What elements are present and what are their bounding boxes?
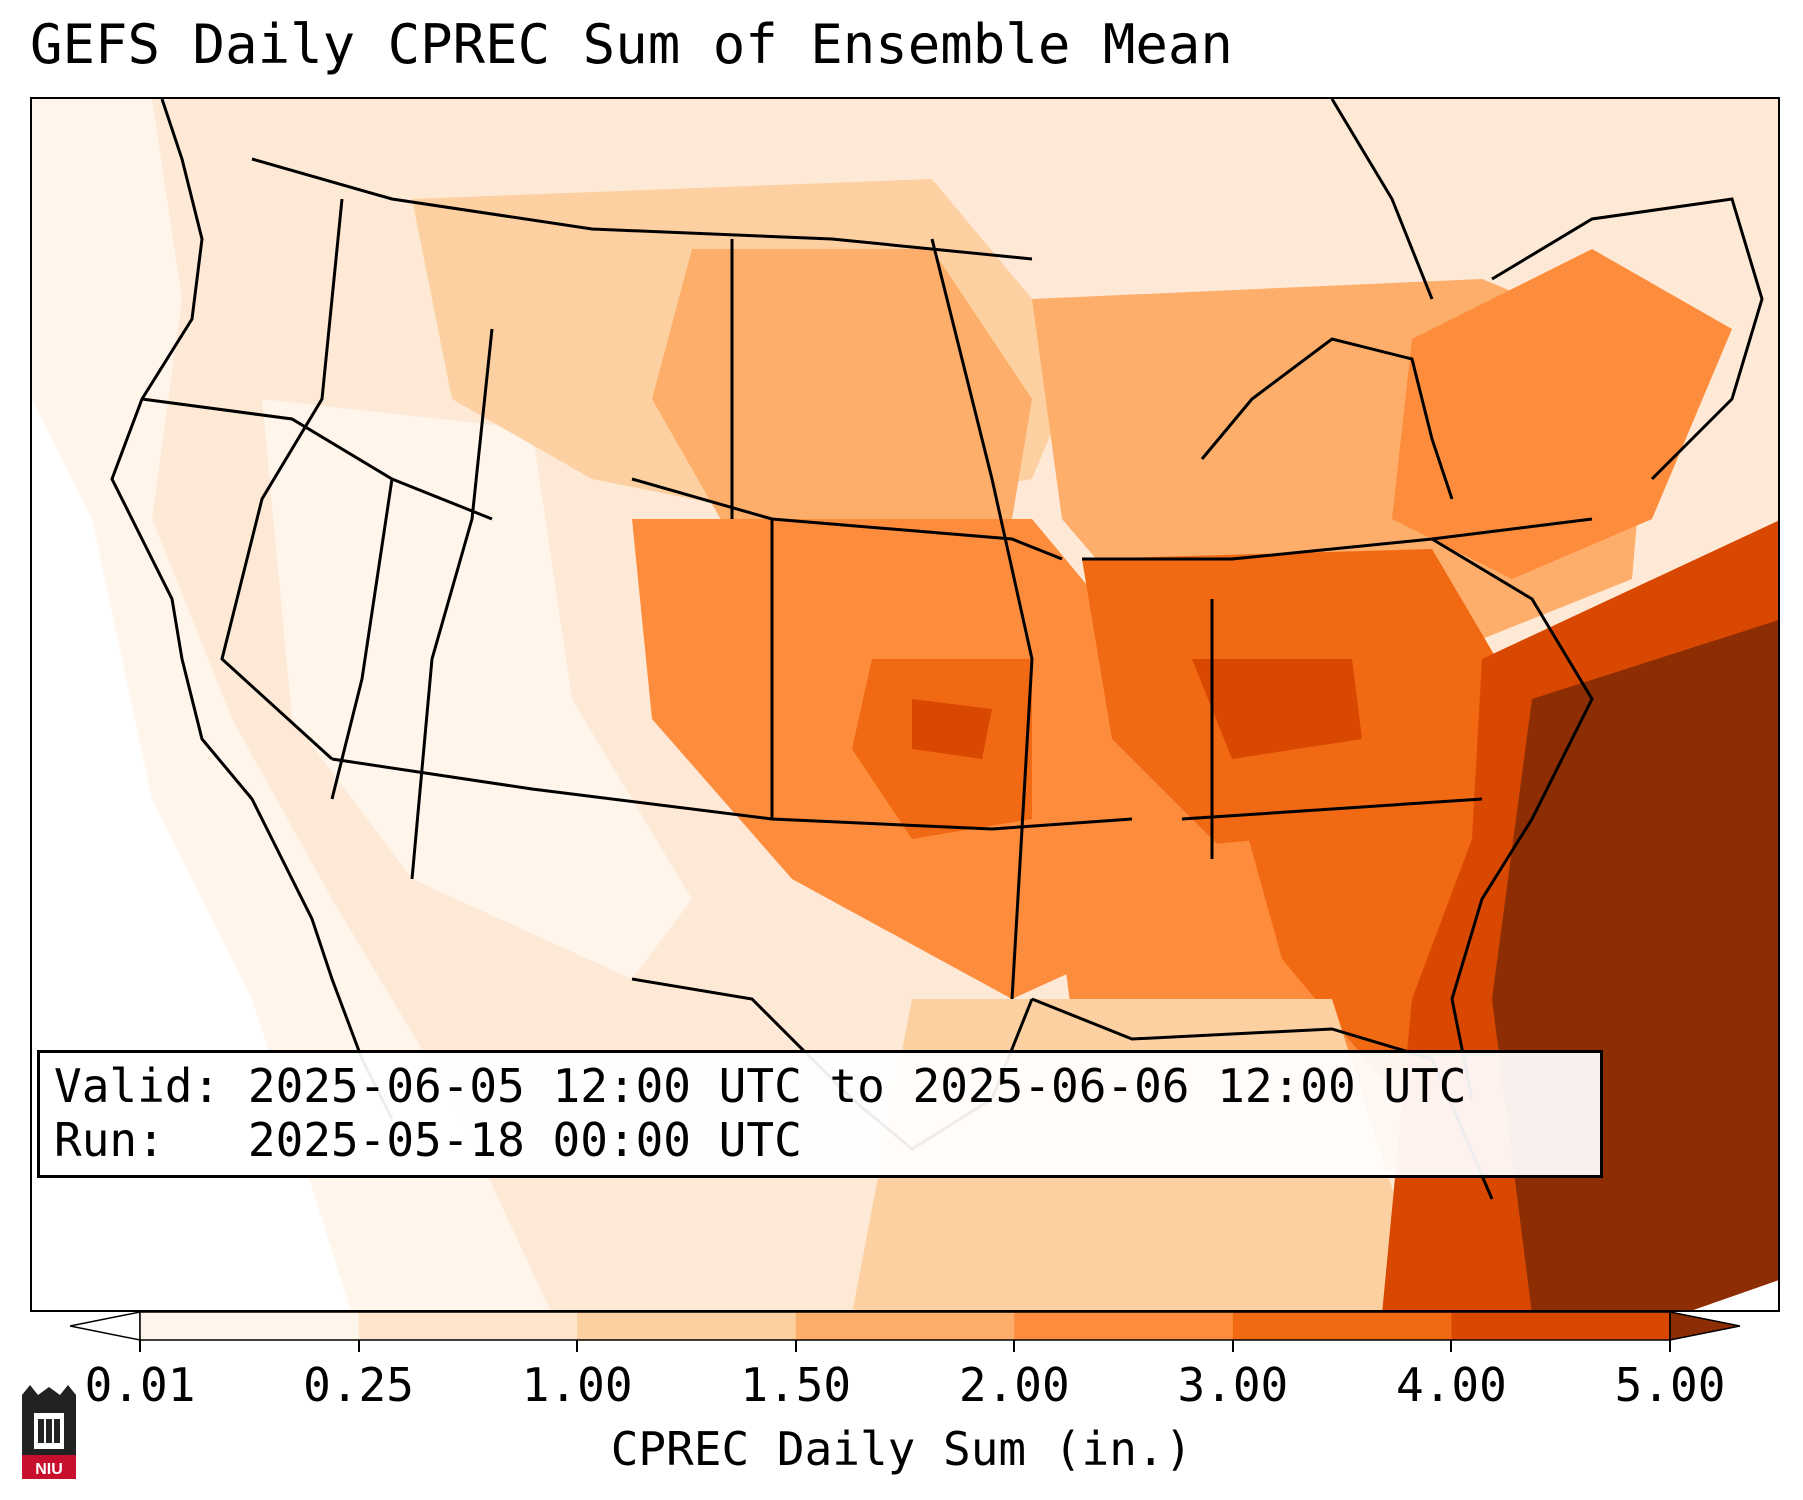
colorbar-over-extension xyxy=(1669,1311,1740,1341)
colorbar-tick-label: 0.25 xyxy=(303,1358,414,1412)
chart-title: GEFS Daily CPREC Sum of Ensemble Mean xyxy=(30,13,1233,76)
great-basin-region xyxy=(262,399,692,979)
quebec-border xyxy=(1330,99,1434,300)
run-label: Run: xyxy=(54,1113,165,1167)
niu-logo: NIU xyxy=(22,1385,76,1479)
nevada-border xyxy=(220,198,344,761)
colorbar-tick-mark xyxy=(1669,1340,1671,1352)
state-borders xyxy=(110,99,1764,1200)
colorbar-tick-label: 1.00 xyxy=(521,1358,633,1412)
oregon-california-border xyxy=(141,397,493,521)
new-england-coast xyxy=(1491,197,1764,481)
colorbar-tick-mark xyxy=(1450,1340,1453,1352)
minnesota-missouri-border xyxy=(930,238,1034,1000)
colorbar-tick-mark xyxy=(1231,1340,1234,1352)
colorbar-tick-mark xyxy=(357,1340,360,1352)
colorbar-outline xyxy=(139,1311,1671,1341)
kentucky-core-region xyxy=(1192,659,1362,759)
valid-value: 2025-06-05 12:00 UTC to 2025-06-06 12:00… xyxy=(247,1059,1467,1113)
dakotas-region xyxy=(652,249,1032,539)
colorbar-segment xyxy=(577,1312,797,1340)
colorbar-segment xyxy=(140,1312,360,1340)
colorbar-segment xyxy=(1451,1312,1671,1340)
canada-border xyxy=(251,157,1033,261)
ohio-river-border xyxy=(1082,517,1593,561)
colorbar-segment xyxy=(1232,1312,1452,1340)
colorbar-tick-label: 0.01 xyxy=(84,1358,196,1412)
colorbar-tick-mark xyxy=(794,1340,797,1352)
west-coastline xyxy=(110,99,394,1120)
run-value: 2025-05-18 00:00 UTC xyxy=(247,1113,802,1167)
colorbar-under-extension xyxy=(70,1311,141,1341)
svg-text:NIU: NIU xyxy=(35,1461,63,1478)
colorbar-segment xyxy=(1014,1312,1234,1340)
colorbar-segment xyxy=(358,1312,578,1340)
colorbar-tick-label: 5.00 xyxy=(1614,1358,1726,1412)
colorbar-tick-mark xyxy=(139,1340,141,1352)
atlantic-heavy-region xyxy=(1492,620,1778,1310)
colorbar-tick-label: 2.00 xyxy=(958,1358,1070,1412)
colorbar-tick-mark xyxy=(1013,1340,1016,1352)
colorbar-tick-label: 4.00 xyxy=(1396,1358,1507,1412)
colorbar-tick-mark xyxy=(576,1340,579,1352)
colorbar-label: CPREC Daily Sum (in.) xyxy=(610,1422,1193,1476)
valid-label: Valid: xyxy=(54,1059,221,1113)
colorbar xyxy=(70,1311,1740,1341)
nebraska-border xyxy=(631,477,1063,561)
valid-run-info-box: Valid: 2025-06-05 12:00 UTC to 2025-06-0… xyxy=(37,1050,1603,1178)
colorbar-segment xyxy=(795,1312,1015,1340)
map-corner xyxy=(1693,1280,1778,1310)
colorbar-tick-label: 3.00 xyxy=(1177,1358,1289,1412)
oklahoma-core-region xyxy=(912,699,992,759)
northeast-region xyxy=(1392,249,1732,579)
east-coastline xyxy=(1431,537,1594,1100)
tennessee-border xyxy=(1181,797,1483,821)
colorbar-tick-label: 1.50 xyxy=(740,1358,852,1412)
colorado-border xyxy=(410,328,494,880)
great-lakes-shore xyxy=(1200,337,1454,500)
